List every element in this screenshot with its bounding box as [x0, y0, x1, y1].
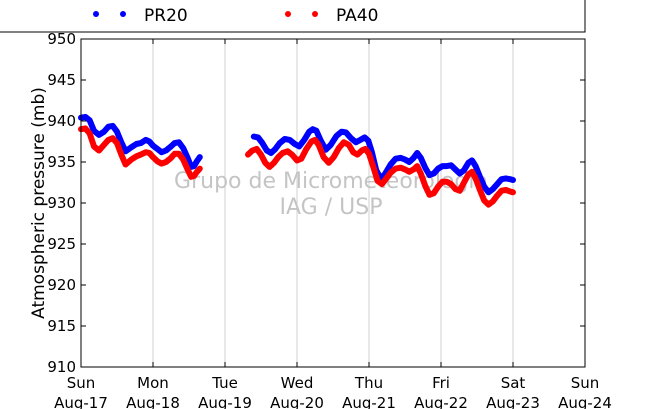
watermark-text: IAG / USP: [280, 195, 383, 220]
legend-box: [0, 0, 586, 33]
x-tick-label-date: Aug-24: [558, 394, 612, 409]
y-tick-label: 910: [47, 358, 76, 376]
series-line: [78, 125, 203, 180]
x-tick-label-day: Sat: [501, 374, 526, 392]
x-tick-label-day: Fri: [432, 374, 450, 392]
legend-marker: [120, 11, 126, 17]
legend: PR20 PA40: [0, 0, 586, 33]
x-tick-label-date: Aug-21: [342, 394, 396, 409]
y-axis-label: Atmospheric pressure (mb): [29, 87, 49, 319]
x-tick-label-day: Mon: [137, 374, 169, 392]
y-tick-label: 950: [47, 30, 76, 48]
x-tick-label-day: Sun: [67, 374, 96, 392]
y-tick-label: 945: [47, 71, 76, 89]
y-tick-label: 935: [47, 153, 76, 171]
legend-item-pr20: PR20: [93, 6, 188, 26]
series-line: [78, 113, 203, 170]
plot-background: [81, 39, 585, 367]
x-tick-label-date: Aug-22: [414, 394, 468, 409]
y-tick-label: 915: [47, 317, 76, 335]
legend-label: PA40: [336, 6, 378, 26]
series-pa40: [78, 125, 516, 208]
series-pr20: [78, 113, 516, 196]
x-tick-label-date: Aug-18: [126, 394, 180, 409]
y-tick-label: 920: [47, 276, 76, 294]
x-tick-label-day: Tue: [211, 374, 238, 392]
x-tick-label-date: Aug-17: [54, 394, 108, 409]
y-tick-label: 940: [47, 112, 76, 130]
x-tick-label-day: Sun: [571, 374, 600, 392]
x-tick-label-date: Aug-19: [198, 394, 252, 409]
x-tick-label-day: Thu: [354, 374, 383, 392]
legend-marker: [312, 11, 318, 17]
legend-marker: [93, 11, 99, 17]
y-tick-label: 925: [47, 235, 76, 253]
legend-marker: [285, 11, 291, 17]
y-tick-label: 930: [47, 194, 76, 212]
legend-label: PR20: [144, 6, 188, 26]
series-layer: [78, 113, 516, 208]
legend-item-pa40: PA40: [285, 6, 378, 26]
ticks: Sun Aug-17 Mon Aug-18 Tue Aug-19 Wed Aug-20 Thu A…: [47, 30, 612, 409]
x-tick-label-date: Aug-23: [486, 394, 540, 409]
x-tick-label-day: Wed: [281, 374, 314, 392]
series-line: [245, 136, 516, 208]
grid: [152, 39, 514, 367]
series-line: [250, 126, 516, 196]
x-tick-label-date: Aug-20: [270, 394, 324, 409]
